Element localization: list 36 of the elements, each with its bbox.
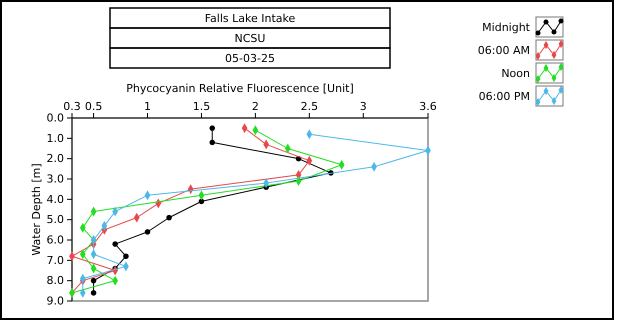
x-tick-label: 3.6 xyxy=(419,100,437,113)
y-tick-label: 7.0 xyxy=(46,254,64,267)
point xyxy=(209,125,216,131)
x-tick-label: 1.5 xyxy=(192,100,210,113)
x-tick-label: 2 xyxy=(252,100,259,113)
y-tick-label: 8.0 xyxy=(46,274,64,288)
point xyxy=(198,198,204,204)
legend-label: Midnight xyxy=(482,21,531,34)
y-axis-title: Water Depth [m] xyxy=(30,163,43,256)
legend-label: Noon xyxy=(501,67,530,80)
point xyxy=(90,290,96,296)
text: 05-03-25 xyxy=(225,52,275,65)
x-tick-label: 3 xyxy=(360,100,367,113)
point xyxy=(90,278,96,284)
point xyxy=(112,241,118,247)
x-axis-title: Phycocyanin Relative Fluorescence [Unit] xyxy=(126,82,354,95)
y-tick-label: 4.0 xyxy=(46,192,64,206)
x-tick-label: 1 xyxy=(144,100,152,113)
y-tick-label: 5.0 xyxy=(46,213,64,226)
point xyxy=(123,254,129,260)
y-tick-label: 1.0 xyxy=(46,132,64,145)
y-tick-label: 2.0 xyxy=(46,152,64,166)
legend-label: 06:00 AM xyxy=(478,44,530,57)
point xyxy=(166,214,172,220)
y-tick-label: 3.0 xyxy=(46,172,64,186)
y-tick-label: 9.0 xyxy=(46,294,64,308)
x-tick-label: 0.5 xyxy=(84,100,102,113)
point xyxy=(209,140,216,146)
chart-subtitle: NCSU xyxy=(234,32,266,45)
x-tick-label: 2.5 xyxy=(300,100,318,113)
chart-title: Falls Lake Intake xyxy=(204,12,296,25)
y-tick-label: 6.0 xyxy=(46,234,64,247)
point xyxy=(144,229,150,235)
legend-label: 06:00 PM xyxy=(478,90,530,103)
x-tick-label: 0.3 xyxy=(63,100,81,113)
y-tick-label: 0.0 xyxy=(46,112,64,125)
